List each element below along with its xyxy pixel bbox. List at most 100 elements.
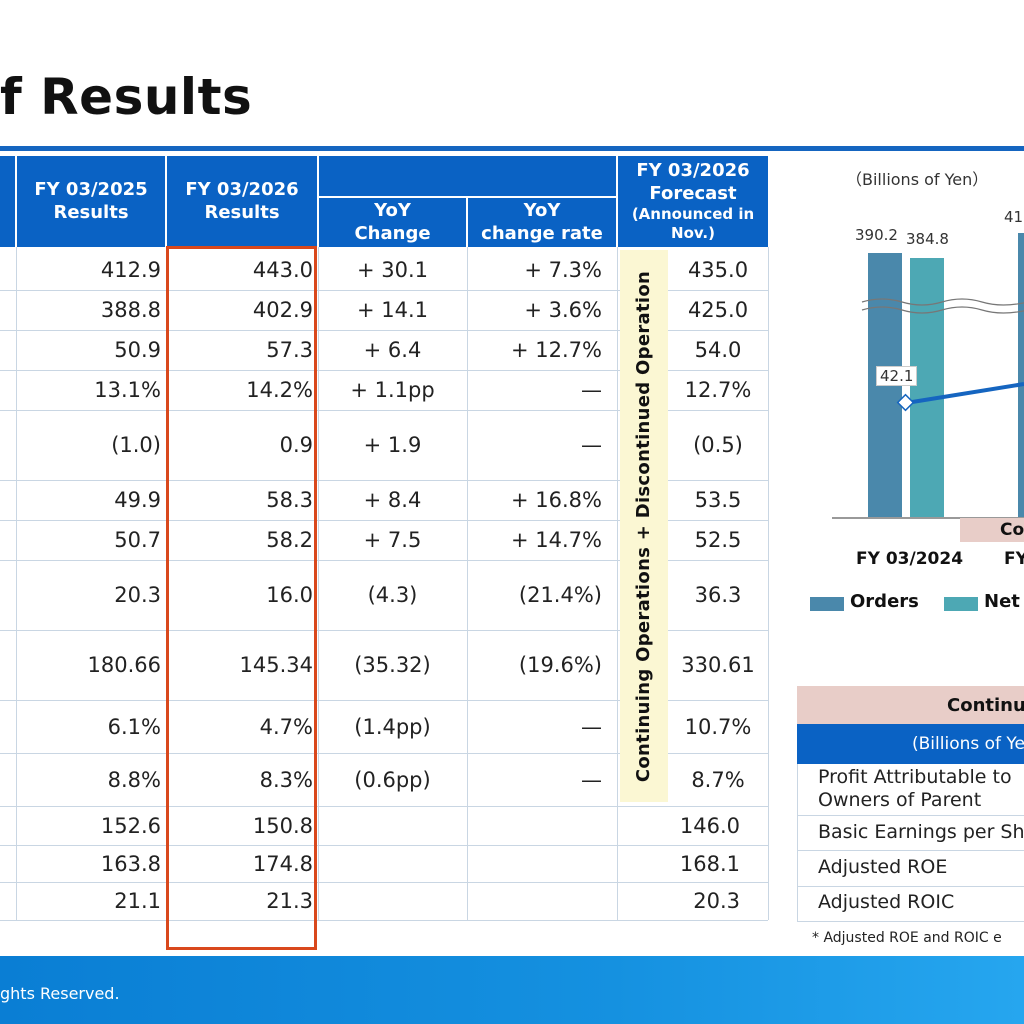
cell-forecast: 425.0 xyxy=(687,298,749,322)
header-yoy-rate: YoY change rate xyxy=(468,198,616,247)
cell-fy2026: 0.9 xyxy=(279,433,313,457)
cell-fy2025: 152.6 xyxy=(100,813,161,838)
cell-fy2025: (1.0) xyxy=(111,433,161,457)
orders-value-fy2024: 390.2 xyxy=(855,226,898,244)
orders-bar-next xyxy=(1018,233,1024,517)
header-forecast-note1: (Announced in xyxy=(631,205,755,224)
x-label-fy2024: FY 03/2024 xyxy=(856,549,964,569)
right-table-header: Continu xyxy=(797,686,1024,724)
right-row-eps: Basic Earnings per Sh xyxy=(818,821,1024,843)
right-table-border xyxy=(797,764,1024,922)
footnote: * Adjusted ROE and ROIC e xyxy=(812,930,1002,946)
continuing-discontinued-band: Continuing Operations + Discontinued Ope… xyxy=(620,250,668,802)
cell-forecast: 36.3 xyxy=(694,583,742,607)
cell-fy2026: 21.3 xyxy=(266,889,313,913)
cell-change: (35.32) xyxy=(354,653,431,677)
right-row-profit-line1: Profit Attributable to xyxy=(818,766,1012,788)
right-table-row-sep xyxy=(797,921,1024,922)
cell-change: + 6.4 xyxy=(363,338,422,362)
cell-fy2025: 49.9 xyxy=(114,488,161,512)
header-fy2026: FY 03/2026 Results xyxy=(167,156,317,247)
column-divider xyxy=(617,247,618,920)
cell-change: (0.6pp) xyxy=(354,767,431,792)
header-forecast-line2: Forecast xyxy=(649,182,737,204)
title-rule xyxy=(0,146,1024,151)
header-forecast-line1: FY 03/2026 xyxy=(636,160,750,182)
cell-rate: — xyxy=(581,714,602,739)
cell-change: + 1.9 xyxy=(363,433,422,457)
cell-fy2025: 13.1% xyxy=(94,378,161,402)
cell-change: + 14.1 xyxy=(356,298,429,322)
header-fy2026-line1: FY 03/2026 xyxy=(185,179,299,200)
cell-rate: + 16.8% xyxy=(511,488,602,512)
cell-fy2025: 388.8 xyxy=(100,298,161,322)
cell-fy2026: 4.7% xyxy=(259,714,313,739)
cell-rate: (21.4%) xyxy=(518,583,602,607)
cell-rate: — xyxy=(581,433,602,457)
cell-rate xyxy=(468,845,616,882)
cell-fy2026: 16.0 xyxy=(266,583,313,607)
right-row-profit-line2: Owners of Parent xyxy=(818,788,982,811)
net-sales-value-fy2024: 384.8 xyxy=(906,230,949,248)
right-row-profit: Profit Attributable to Owners of Parent xyxy=(818,766,1012,812)
x-label-next: FY xyxy=(1004,549,1024,569)
orders-value-next: 412 xyxy=(1004,208,1024,226)
fy2026-highlight-box xyxy=(166,246,317,950)
header-yoy-rate-line1: YoY xyxy=(523,200,561,221)
cell-change: + 8.4 xyxy=(363,488,422,512)
row-divider xyxy=(0,480,768,481)
cell-rate xyxy=(468,806,616,845)
cell-change xyxy=(319,806,466,845)
cell-fy2026: 14.2% xyxy=(246,378,313,402)
cell-rate: — xyxy=(581,378,602,402)
cell-change xyxy=(319,845,466,882)
row-divider xyxy=(0,630,768,631)
header-fy2025-line1: FY 03/2025 xyxy=(34,179,148,200)
profit-point-label: 42.1 xyxy=(876,366,918,386)
net-sales-bar-fy2024 xyxy=(910,258,944,517)
header-forecast-note2: Nov.) xyxy=(671,224,715,242)
cell-rate: — xyxy=(581,767,602,792)
legend-net-label: Net xyxy=(984,591,1020,612)
column-divider xyxy=(467,247,468,920)
row-divider xyxy=(0,882,768,883)
cell-fy2026: 58.2 xyxy=(266,528,313,552)
header-yoy-change-line2: Change xyxy=(354,222,431,244)
row-divider xyxy=(0,806,768,807)
row-divider xyxy=(0,520,768,521)
right-table-row-sep xyxy=(797,886,1024,887)
legend-net-swatch xyxy=(944,597,978,611)
cell-rate xyxy=(468,882,616,920)
cell-change: + 30.1 xyxy=(356,258,429,282)
header-fy2025-line2: Results xyxy=(53,201,129,223)
cell-fy2026: 57.3 xyxy=(266,338,313,362)
header-fy2025: FY 03/2025 Results xyxy=(17,156,165,247)
right-row-roe: Adjusted ROE xyxy=(818,856,948,878)
cell-fy2026: 150.8 xyxy=(252,813,313,838)
row-divider xyxy=(0,330,768,331)
cell-fy2025: 50.9 xyxy=(114,338,161,362)
cell-fy2025: 21.1 xyxy=(114,889,161,913)
cell-fy2026: 443.0 xyxy=(252,258,313,282)
cell-fy2026: 402.9 xyxy=(252,298,313,322)
column-divider xyxy=(318,247,319,920)
cell-forecast: 54.0 xyxy=(694,338,742,362)
row-divider xyxy=(0,753,768,754)
row-divider xyxy=(0,410,768,411)
column-divider xyxy=(16,247,17,920)
cell-forecast: 435.0 xyxy=(687,258,749,282)
cell-fy2025: 412.9 xyxy=(100,258,161,282)
cell-forecast: 20.3 xyxy=(693,889,740,913)
cell-forecast: 8.7% xyxy=(691,767,745,792)
cell-fy2025: 8.8% xyxy=(107,767,161,792)
header-fy2026-line2: Results xyxy=(204,201,280,223)
cell-forecast: 52.5 xyxy=(694,528,742,552)
profit-line xyxy=(896,382,1024,412)
cell-change: + 7.5 xyxy=(363,528,422,552)
right-row-roic: Adjusted ROIC xyxy=(818,891,955,913)
header-left-stub xyxy=(0,156,15,247)
cell-forecast: 168.1 xyxy=(679,851,740,876)
cell-forecast: 10.7% xyxy=(684,714,752,739)
row-divider xyxy=(0,920,768,921)
cell-forecast: 146.0 xyxy=(679,813,740,838)
